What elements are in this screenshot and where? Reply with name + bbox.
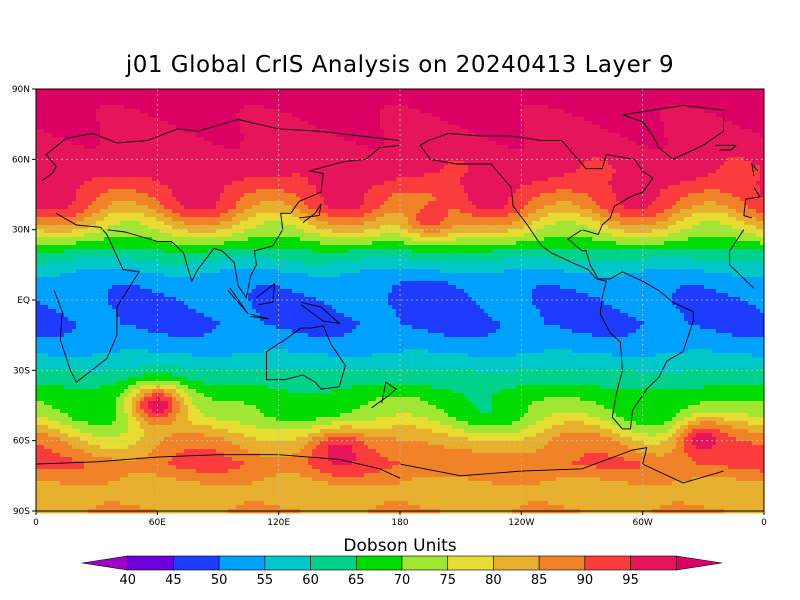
colorbar: 40 45 50 55 60 65 70 75 80 85 90 95 [81,555,723,588]
coastline [53,212,755,383]
colorbar-label: 65 [348,573,365,588]
coastline [35,447,724,484]
coastline [41,119,761,216]
coastline [256,282,276,306]
colorbar-label: 55 [257,573,274,588]
coastline [298,203,322,223]
colorbar-label: 45 [165,573,182,588]
colorbar-swatch [493,555,540,571]
colorbar-label: 85 [531,573,548,588]
coastline [266,325,346,390]
lat-label: 30S [13,366,30,376]
lon-label: 60W [632,518,652,528]
coastline [106,144,401,299]
colorbar-arrow-low [81,555,129,571]
field-layer [36,89,765,514]
coastlines [35,104,761,484]
colorbar-swatch [447,555,494,571]
colorbar-swatch [538,555,586,571]
colorbar-label: 95 [622,573,639,588]
colorbar-label: 50 [211,573,228,588]
chart-title: j01 Global CrIS Analysis on 20240413 Lay… [125,52,675,78]
coastline [715,144,737,151]
lat-label: EQ [17,296,30,306]
coastline [250,313,269,320]
colorbar-label: 90 [577,573,594,588]
gridlines [36,89,764,511]
lon-label: 120E [267,518,290,528]
lon-label: 180 [391,518,408,528]
colorbar-swatch [173,555,220,571]
lat-label: 30N [12,226,30,236]
colorbar-label: 40 [119,573,136,588]
lon-label: 60E [149,518,166,528]
colorbar-swatch [218,555,266,571]
lon-label: 0 [33,518,39,528]
colorbar-swatch [584,555,631,571]
lat-label: 60S [13,437,30,447]
lon-label: 120W [508,518,534,528]
lat-label: 90S [13,507,30,517]
coastline [751,162,759,176]
colorbar-label: 60 [302,573,319,588]
colorbar-swatch [264,555,311,571]
colorbar-swatch [127,555,174,571]
colorbar-swatch [355,555,403,571]
lat-label: 90N [12,85,30,95]
coastline [371,381,397,409]
colorbar-arrow-high [675,555,723,571]
lon-label: 0 [761,518,767,528]
colorbar-swatch [630,555,677,571]
coastline [419,133,694,430]
lat-label: 60N [12,155,30,165]
colorbar-label: 80 [485,573,502,588]
colorbar-label: 70 [394,573,411,588]
colorbar-swatch [401,555,449,571]
colorbar-title: Dobson Units [343,536,457,556]
coastline [227,288,249,315]
colorbar-swatch [310,555,357,571]
colorbar-label: 75 [439,573,456,588]
coastline [622,104,725,160]
coastline [300,301,341,325]
